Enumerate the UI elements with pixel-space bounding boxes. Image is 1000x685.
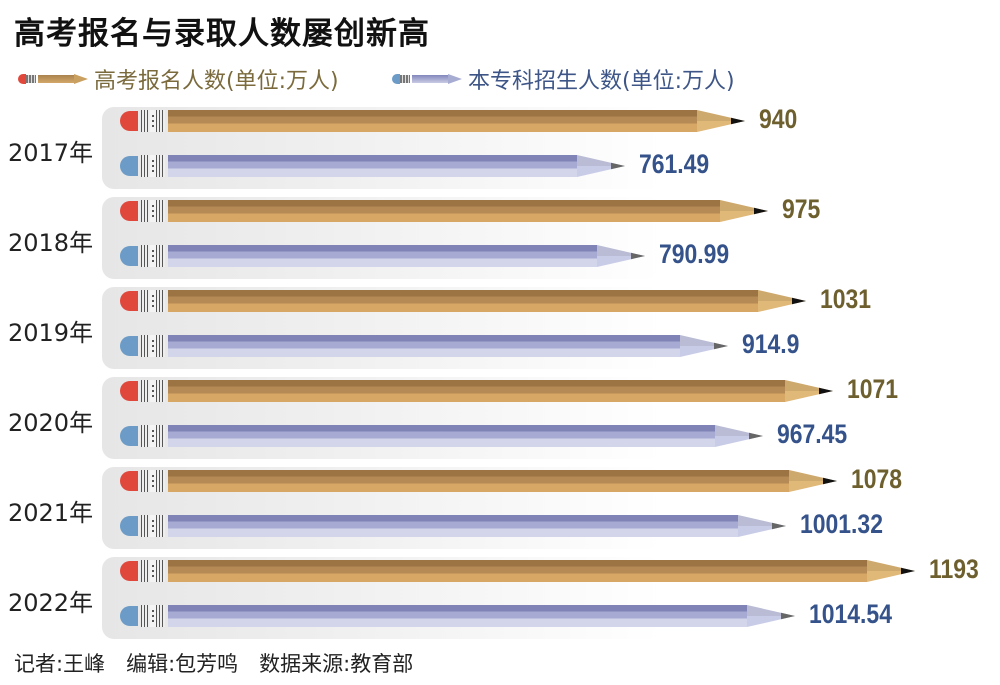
eraser-icon — [120, 111, 138, 131]
applicants-bar — [120, 469, 838, 493]
legend-item-enrollment: 本专科招生人数(单位:万人) — [392, 64, 735, 94]
pencil-tip-icon — [737, 515, 786, 537]
ferrule — [141, 380, 165, 402]
pencil-body — [168, 110, 697, 132]
applicants-value: 975 — [782, 194, 821, 224]
orange-pencil-icon — [18, 74, 88, 84]
enrollment-value: 914.9 — [741, 329, 800, 359]
pencil-body — [168, 290, 758, 312]
eraser-icon — [120, 336, 138, 356]
eraser-icon — [120, 561, 138, 581]
pencil-tip-icon — [715, 425, 764, 447]
ferrule — [141, 110, 165, 132]
pencil-tip-icon — [757, 290, 806, 312]
ferrule — [141, 515, 165, 537]
pencil-tip-icon — [696, 110, 745, 132]
year-label: 2020年 — [8, 409, 94, 437]
ferrule — [141, 200, 165, 222]
enrollment-bar — [120, 334, 728, 358]
pencil-body — [168, 245, 597, 267]
eraser-icon — [120, 516, 138, 536]
enrollment-bar — [120, 244, 645, 268]
eraser-icon — [120, 156, 138, 176]
applicants-value: 1031 — [819, 284, 871, 314]
chart-title: 高考报名与录取人数屡创新高 — [14, 16, 430, 52]
applicants-bar — [120, 199, 769, 223]
pencil-tip-icon — [576, 155, 625, 177]
enrollment-bar — [120, 604, 795, 628]
ferrule — [141, 335, 165, 357]
enrollment-value: 967.45 — [777, 419, 848, 449]
year-label: 2018年 — [8, 229, 94, 257]
pencil-body — [168, 155, 577, 177]
applicants-value: 1078 — [851, 464, 903, 494]
year-label: 2021年 — [8, 499, 94, 527]
pencil-body — [168, 380, 785, 402]
applicants-bar — [120, 109, 745, 133]
applicants-value: 1193 — [928, 554, 979, 584]
year-label: 2022年 — [8, 589, 94, 617]
applicants-value: 1071 — [846, 374, 898, 404]
legend-item-applicants: 高考报名人数(单位:万人) — [18, 64, 339, 94]
enrollment-value: 1001.32 — [799, 509, 883, 539]
pencil-body — [168, 425, 716, 447]
ferrule — [141, 245, 165, 267]
pencil-tip-icon — [596, 245, 645, 267]
eraser-icon — [120, 291, 138, 311]
ferrule — [141, 290, 165, 312]
legend-label: 高考报名人数(单位:万人) — [94, 69, 339, 94]
enrollment-bar — [120, 424, 764, 448]
ferrule — [141, 470, 165, 492]
ferrule — [141, 155, 165, 177]
pencil-body — [168, 335, 680, 357]
pencil-tip-icon — [866, 560, 915, 582]
year-label: 2019年 — [8, 319, 94, 347]
pencil-body — [168, 515, 738, 537]
legend-label: 本专科招生人数(单位:万人) — [468, 69, 735, 94]
blue-pencil-icon — [392, 74, 462, 84]
applicants-bar — [120, 559, 915, 583]
year-label: 2017年 — [8, 139, 94, 167]
ferrule — [141, 605, 165, 627]
enrollment-value: 790.99 — [658, 239, 729, 269]
eraser-icon — [120, 471, 138, 491]
pencil-body — [168, 470, 790, 492]
pencil-tip-icon — [789, 470, 838, 492]
enrollment-bar — [120, 514, 786, 538]
eraser-icon — [120, 426, 138, 446]
applicants-bar — [120, 289, 806, 313]
pencil-tip-icon — [746, 605, 795, 627]
enrollment-bar — [120, 154, 625, 178]
eraser-icon — [120, 201, 138, 221]
enrollment-value: 1014.54 — [808, 599, 892, 629]
pencil-body — [168, 200, 721, 222]
applicants-value: 940 — [758, 104, 797, 134]
pencil-tip-icon — [784, 380, 833, 402]
footer-credits: 记者:王峰 编辑:包芳鸣 数据来源:教育部 — [14, 652, 414, 676]
pencil-body — [168, 560, 867, 582]
pencil-tip-icon — [679, 335, 728, 357]
applicants-bar — [120, 379, 833, 403]
eraser-icon — [120, 381, 138, 401]
eraser-icon — [120, 246, 138, 266]
pencil-body — [168, 605, 747, 627]
pencil-tip-icon — [720, 200, 769, 222]
ferrule — [141, 425, 165, 447]
enrollment-value: 761.49 — [638, 149, 709, 179]
ferrule — [141, 560, 165, 582]
eraser-icon — [120, 606, 138, 626]
